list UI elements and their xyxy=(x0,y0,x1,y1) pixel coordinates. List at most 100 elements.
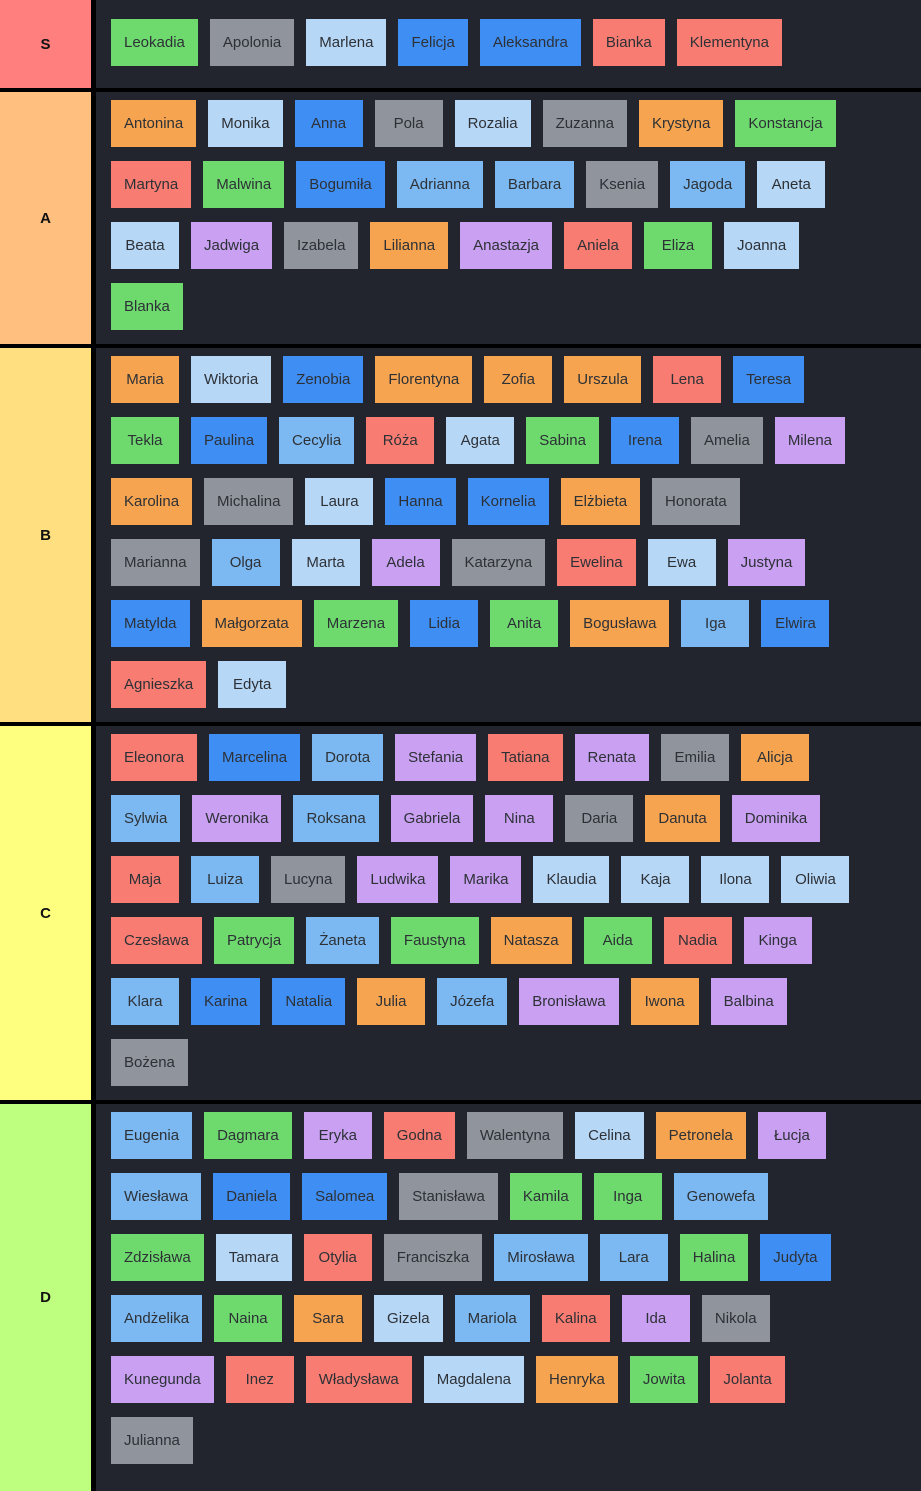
tier-item[interactable]: Natasza xyxy=(490,917,572,964)
tier-item[interactable]: Elwira xyxy=(761,600,830,647)
tier-item[interactable]: Laura xyxy=(305,478,374,525)
tier-item[interactable]: Walentyna xyxy=(466,1112,564,1159)
tier-item[interactable]: Franciszka xyxy=(383,1234,483,1281)
tier-item[interactable]: Żaneta xyxy=(306,917,379,964)
tier-item[interactable]: Sabina xyxy=(526,417,599,464)
tier-item[interactable]: Martyna xyxy=(111,161,192,208)
tier-item[interactable]: Agata xyxy=(446,417,515,464)
tier-item[interactable]: Judyta xyxy=(760,1234,831,1281)
tier-item[interactable]: Jolanta xyxy=(710,1356,785,1403)
tier-item[interactable]: Zofia xyxy=(484,356,553,403)
tier-item[interactable]: Luiza xyxy=(191,856,259,903)
tier-item[interactable]: Gabriela xyxy=(390,795,474,842)
tier-item[interactable]: Balbina xyxy=(710,978,787,1025)
tier-item[interactable]: Aida xyxy=(583,917,652,964)
tier-item[interactable]: Justyna xyxy=(727,539,806,586)
tier-item[interactable]: Dagmara xyxy=(204,1112,292,1159)
tier-item[interactable]: Lilianna xyxy=(370,222,449,269)
tier-item[interactable]: Monika xyxy=(208,100,283,147)
tier-item[interactable]: Anna xyxy=(294,100,363,147)
tier-item[interactable]: Klaudia xyxy=(533,856,610,903)
tier-item[interactable]: Jagoda xyxy=(670,161,746,208)
tier-item[interactable]: Marcelina xyxy=(209,734,301,781)
tier-item[interactable]: Ewelina xyxy=(557,539,636,586)
tier-item[interactable]: Barbara xyxy=(494,161,575,208)
tier-item[interactable]: Weronika xyxy=(192,795,282,842)
tier-item[interactable]: Bronisława xyxy=(519,978,619,1025)
tier-item[interactable]: Paulina xyxy=(191,417,268,464)
tier-item[interactable]: Klara xyxy=(111,978,179,1025)
tier-item[interactable]: Konstancja xyxy=(735,100,836,147)
tier-item[interactable]: Apolonia xyxy=(209,19,295,66)
tier-item[interactable]: Inez xyxy=(225,1356,294,1403)
tier-item[interactable]: Bogusława xyxy=(570,600,670,647)
tier-item[interactable]: Beata xyxy=(111,222,179,269)
tier-item[interactable]: Krystyna xyxy=(638,100,724,147)
tier-item[interactable]: Naina xyxy=(214,1295,283,1342)
tier-item[interactable]: Karolina xyxy=(111,478,193,525)
tier-item[interactable]: Stefania xyxy=(395,734,477,781)
tier-item[interactable]: Renata xyxy=(574,734,649,781)
tier-dropzone-s[interactable]: Leokadia Apolonia Marlena Felicja Aleksandra… xyxy=(96,0,921,88)
tier-item[interactable]: Tekla xyxy=(111,417,179,464)
tier-item[interactable]: Marzena xyxy=(313,600,399,647)
tier-item[interactable]: Daria xyxy=(565,795,634,842)
tier-item[interactable]: Ksenia xyxy=(586,161,659,208)
tier-item[interactable]: Stanisława xyxy=(399,1173,498,1220)
tier-item[interactable]: Pola xyxy=(374,100,443,147)
tier-item[interactable]: Ludwika xyxy=(357,856,439,903)
tier-item[interactable]: Iga xyxy=(681,600,750,647)
tier-item[interactable]: Matylda xyxy=(111,600,190,647)
tier-item[interactable]: Urszula xyxy=(564,356,642,403)
tier-item[interactable]: Nina xyxy=(485,795,554,842)
tier-item[interactable]: Nikola xyxy=(701,1295,770,1342)
tier-item[interactable]: Katarzyna xyxy=(451,539,546,586)
tier-item[interactable]: Olga xyxy=(211,539,280,586)
tier-item[interactable]: Czesława xyxy=(111,917,203,964)
tier-item[interactable]: Jowita xyxy=(629,1356,699,1403)
tier-item[interactable]: Kalina xyxy=(541,1295,610,1342)
tier-item[interactable]: Julia xyxy=(357,978,426,1025)
tier-item[interactable]: Felicja xyxy=(398,19,468,66)
tier-item[interactable]: Malwina xyxy=(203,161,285,208)
tier-item[interactable]: Florentyna xyxy=(375,356,473,403)
tier-item[interactable]: Wiktoria xyxy=(191,356,272,403)
tier-item[interactable]: Kinga xyxy=(743,917,812,964)
tier-item[interactable]: Maria xyxy=(111,356,179,403)
tier-item[interactable]: Tamara xyxy=(215,1234,292,1281)
tier-item[interactable]: Eryka xyxy=(303,1112,372,1159)
tier-item[interactable]: Lucyna xyxy=(271,856,346,903)
tier-item[interactable]: Anita xyxy=(490,600,559,647)
tier-item[interactable]: Sara xyxy=(294,1295,363,1342)
tier-item[interactable]: Salomea xyxy=(302,1173,388,1220)
tier-item[interactable]: Joanna xyxy=(724,222,800,269)
tier-item[interactable]: Michalina xyxy=(204,478,294,525)
tier-item[interactable]: Adela xyxy=(371,539,440,586)
tier-item[interactable]: Agnieszka xyxy=(111,661,207,708)
tier-item[interactable]: Honorata xyxy=(652,478,740,525)
tier-item[interactable]: Amelia xyxy=(690,417,763,464)
tier-item[interactable]: Łucja xyxy=(757,1112,826,1159)
tier-item[interactable]: Irena xyxy=(610,417,679,464)
tier-item[interactable]: Lena xyxy=(653,356,722,403)
tier-item[interactable]: Cecylia xyxy=(279,417,355,464)
tier-item[interactable]: Danuta xyxy=(645,795,720,842)
tier-item[interactable]: Iwona xyxy=(630,978,699,1025)
tier-item[interactable]: Hanna xyxy=(385,478,456,525)
tier-item[interactable]: Marika xyxy=(450,856,522,903)
tier-item[interactable]: Rozalia xyxy=(454,100,531,147)
tier-item[interactable]: Natalia xyxy=(272,978,346,1025)
tier-item[interactable]: Andżelika xyxy=(111,1295,203,1342)
tier-item[interactable]: Aniela xyxy=(564,222,633,269)
tier-item[interactable]: Gizela xyxy=(374,1295,443,1342)
tier-item[interactable]: Ida xyxy=(621,1295,690,1342)
tier-item[interactable]: Władysława xyxy=(305,1356,412,1403)
tier-item[interactable]: Jadwiga xyxy=(191,222,273,269)
tier-item[interactable]: Mirosława xyxy=(494,1234,588,1281)
tier-item[interactable]: Eugenia xyxy=(111,1112,193,1159)
tier-item[interactable]: Teresa xyxy=(733,356,805,403)
tier-dropzone-d[interactable]: Eugenia Dagmara Eryka Godna Walentyna Celina P… xyxy=(96,1104,921,1491)
tier-item[interactable]: Bianka xyxy=(592,19,665,66)
tier-item[interactable]: Aneta xyxy=(757,161,826,208)
tier-item[interactable]: Tatiana xyxy=(488,734,563,781)
